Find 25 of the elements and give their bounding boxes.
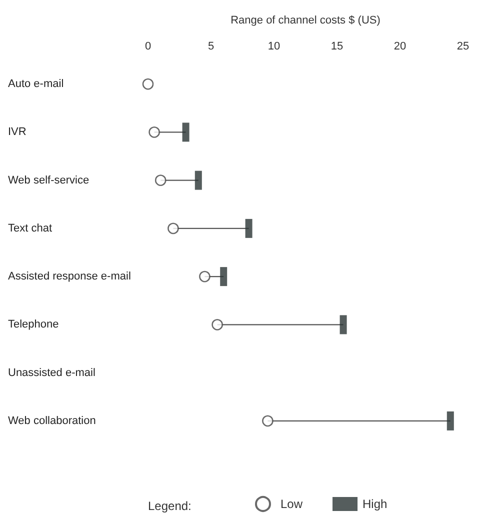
point [262, 415, 274, 427]
x-tick-label: 10 [268, 40, 280, 52]
x-tick-label: 25 [456, 40, 470, 52]
legend-title: Legend: [148, 499, 192, 513]
x-tick-label: 20 [394, 40, 406, 52]
y-tick-label: Auto e-mail [8, 78, 64, 90]
legend-label: High [362, 497, 388, 511]
y-tick-label: Unassisted e-mail [8, 366, 96, 379]
x-tick-label: 5 [208, 40, 214, 52]
x-axis-title: Range of channel costs $ (US) [230, 14, 380, 26]
point [212, 319, 223, 330]
x-tick-label: 15 [330, 40, 344, 52]
point [148, 126, 160, 138]
y-tick-label: Telephone [8, 318, 59, 331]
y-tick-label: Text chat [8, 222, 52, 234]
point [199, 270, 210, 282]
y-tick-label: Web collaboration [8, 414, 96, 427]
point [168, 222, 179, 234]
point [154, 174, 166, 186]
y-tick-label: Assisted response e-mail [8, 270, 131, 283]
x-tick-label: 0 [144, 40, 152, 52]
legend-label: Low [280, 497, 303, 511]
point [142, 78, 154, 90]
y-tick-label: IVR [8, 126, 26, 138]
y-tick-label: Web self-service [8, 174, 90, 186]
